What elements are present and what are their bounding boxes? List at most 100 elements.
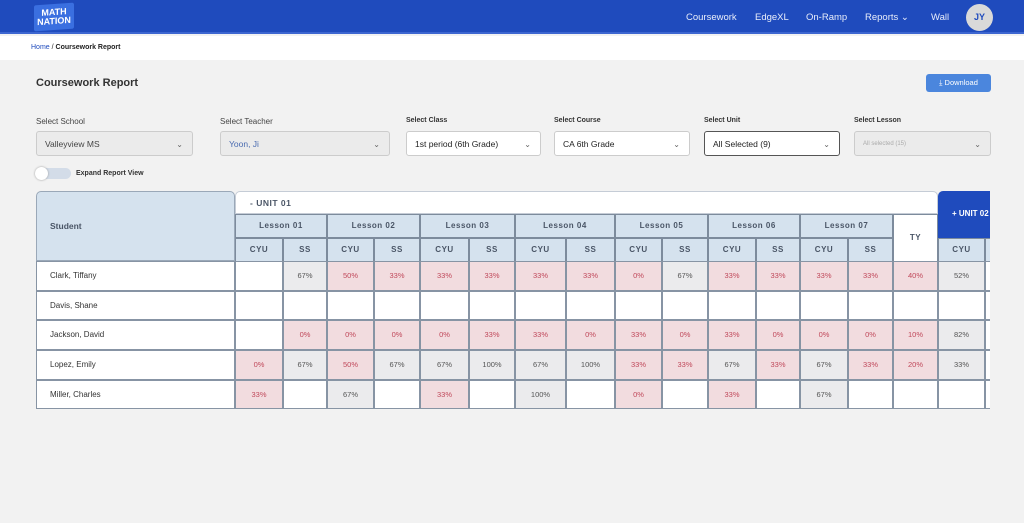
score-cell[interactable]: 33% [662,350,708,380]
score-cell[interactable]: 50% [327,350,374,380]
score-cell[interactable]: 33% [469,320,515,350]
score-cell[interactable]: 40% [893,261,938,291]
score-cell[interactable] [985,291,990,320]
score-cell[interactable] [469,291,515,320]
score-cell[interactable]: 50% [327,261,374,291]
filter-select-select-teacher[interactable]: Yoon, Ji ⌄ [220,131,390,156]
score-cell[interactable]: 100% [515,380,566,409]
score-cell[interactable]: 67% [420,350,469,380]
score-cell[interactable]: 0% [615,261,662,291]
score-cell[interactable]: 33% [420,261,469,291]
score-cell[interactable]: 0% [283,320,327,350]
score-cell[interactable] [893,380,938,409]
score-cell[interactable]: 100% [566,350,615,380]
score-cell[interactable] [848,380,893,409]
score-cell[interactable]: 33% [756,261,800,291]
score-cell[interactable]: 100% [469,350,515,380]
score-cell[interactable]: 33% [938,350,985,380]
score-cell[interactable]: 0% [327,320,374,350]
score-cell[interactable]: 0% [235,350,283,380]
score-cell[interactable]: 0% [756,320,800,350]
lesson-header[interactable]: Lesson 01 [235,214,327,238]
breadcrumb-home[interactable]: Home [31,44,50,51]
lesson-header[interactable]: Lesson 05 [615,214,708,238]
score-cell[interactable]: 67% [662,261,708,291]
lesson-header[interactable]: Lesson 03 [420,214,515,238]
student-name[interactable]: Clark, Tiffany [36,261,235,291]
score-cell[interactable] [662,291,708,320]
student-column-header[interactable]: Student [36,191,235,261]
score-cell[interactable]: 33% [374,261,420,291]
nav-coursework[interactable]: Coursework [686,12,737,23]
score-cell[interactable] [848,291,893,320]
score-cell[interactable] [708,291,756,320]
score-cell[interactable]: 33% [848,261,893,291]
filter-select-select-class[interactable]: 1st period (6th Grade) ⌄ [406,131,541,156]
student-name[interactable]: Davis, Shane [36,291,235,320]
score-cell[interactable]: 20% [893,350,938,380]
score-cell[interactable]: 33% [420,380,469,409]
score-cell[interactable] [756,380,800,409]
score-cell[interactable]: 33% [800,261,848,291]
unit-01-header[interactable]: - UNIT 01 [235,191,938,214]
score-cell[interactable] [756,291,800,320]
score-cell[interactable] [235,291,283,320]
score-cell[interactable]: 33% [566,261,615,291]
score-cell[interactable] [283,380,327,409]
score-cell[interactable]: 33% [615,320,662,350]
math-nation-logo[interactable]: MATH NATION [34,2,74,32]
score-cell[interactable]: 33% [708,261,756,291]
score-cell[interactable]: 0% [615,380,662,409]
score-cell[interactable]: 67% [283,261,327,291]
score-cell[interactable] [469,380,515,409]
score-cell[interactable]: 0% [662,320,708,350]
nav-edgexl[interactable]: EdgeXL [755,12,789,23]
score-cell[interactable] [374,380,420,409]
unit-02-expand-button[interactable]: + UNIT 02 [938,191,990,238]
score-cell[interactable]: 0% [848,320,893,350]
score-cell[interactable]: 67% [800,380,848,409]
score-cell[interactable] [566,291,615,320]
filter-select-select-lesson[interactable]: All selected (15) ⌄ [854,131,991,156]
score-cell[interactable] [800,291,848,320]
nav-on-ramp[interactable]: On-Ramp [806,12,848,23]
score-cell[interactable]: 33% [756,350,800,380]
score-cell[interactable]: 67% [515,350,566,380]
score-cell[interactable] [283,291,327,320]
score-cell[interactable]: 0% [800,320,848,350]
student-name[interactable]: Miller, Charles [36,380,235,409]
score-cell[interactable] [985,350,990,380]
nav-reports[interactable]: Reports ⌄ [865,12,909,23]
score-cell[interactable] [615,291,662,320]
score-cell[interactable] [938,291,985,320]
score-cell[interactable] [327,291,374,320]
expand-report-toggle[interactable] [35,167,71,180]
score-cell[interactable] [515,291,566,320]
score-cell[interactable] [985,380,990,409]
lesson-header[interactable]: Lesson 06 [708,214,800,238]
filter-select-select-course[interactable]: CA 6th Grade ⌄ [554,131,690,156]
nav-wall[interactable]: Wall [931,12,950,23]
score-cell[interactable]: 33% [708,320,756,350]
lesson-header[interactable]: Lesson 04 [515,214,615,238]
download-button[interactable]: ⤓ Download [926,74,991,92]
score-cell[interactable]: 33% [235,380,283,409]
score-cell[interactable]: 67% [708,350,756,380]
student-name[interactable]: Jackson, David [36,320,235,350]
score-cell[interactable]: 67% [283,350,327,380]
score-cell[interactable] [420,291,469,320]
score-cell[interactable]: 67% [800,350,848,380]
score-cell[interactable]: 10% [893,320,938,350]
score-cell[interactable]: 0% [420,320,469,350]
lesson-header[interactable]: Lesson 02 [327,214,420,238]
filter-select-select-school[interactable]: Valleyview MS ⌄ [36,131,193,156]
score-cell[interactable] [938,380,985,409]
score-cell[interactable] [235,320,283,350]
score-cell[interactable]: 67% [374,350,420,380]
score-cell[interactable]: 0% [374,320,420,350]
score-cell[interactable] [235,261,283,291]
score-cell[interactable]: 33% [708,380,756,409]
score-cell[interactable] [566,380,615,409]
score-cell[interactable]: 82% [938,320,985,350]
score-cell[interactable]: 33% [615,350,662,380]
